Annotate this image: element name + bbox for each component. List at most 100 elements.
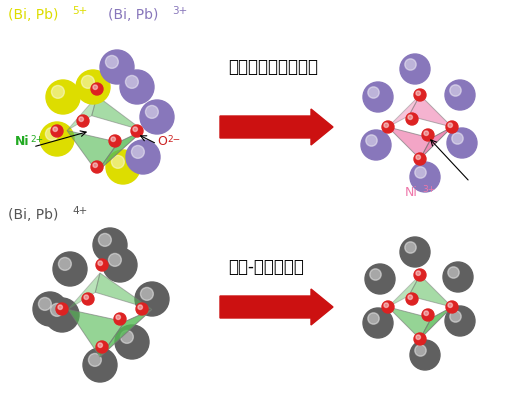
Circle shape [406, 114, 418, 126]
Circle shape [415, 167, 426, 179]
Circle shape [410, 163, 440, 193]
Circle shape [58, 305, 62, 310]
Circle shape [76, 71, 110, 105]
Circle shape [408, 116, 412, 120]
Text: O: O [157, 135, 167, 148]
Text: Ni: Ni [15, 135, 30, 148]
Circle shape [38, 298, 51, 310]
Text: 2+: 2+ [30, 135, 43, 144]
Circle shape [109, 136, 121, 148]
Circle shape [53, 128, 58, 132]
Polygon shape [420, 307, 452, 339]
Circle shape [45, 128, 58, 141]
Circle shape [100, 51, 134, 85]
Circle shape [132, 146, 145, 159]
Polygon shape [100, 310, 152, 357]
Polygon shape [67, 97, 97, 131]
Text: (Bi, Pb): (Bi, Pb) [8, 8, 58, 22]
Polygon shape [420, 128, 452, 160]
Circle shape [98, 343, 102, 348]
Circle shape [46, 81, 80, 115]
Circle shape [363, 83, 393, 113]
Circle shape [138, 305, 142, 310]
Circle shape [93, 164, 97, 168]
Circle shape [96, 259, 108, 271]
Polygon shape [388, 307, 431, 339]
Circle shape [77, 116, 89, 128]
Circle shape [40, 123, 74, 157]
Circle shape [82, 293, 94, 305]
Circle shape [408, 295, 412, 300]
Circle shape [106, 151, 140, 184]
Circle shape [98, 261, 102, 266]
Circle shape [109, 254, 121, 267]
Text: (Bi, Pb): (Bi, Pb) [8, 207, 58, 221]
Circle shape [414, 90, 426, 102]
Circle shape [114, 313, 126, 325]
Circle shape [50, 304, 63, 317]
Circle shape [136, 303, 148, 315]
Polygon shape [68, 273, 100, 310]
Circle shape [84, 295, 88, 300]
Text: 极性-非极性转换: 极性-非极性转换 [228, 257, 304, 275]
Circle shape [366, 135, 377, 147]
Circle shape [53, 252, 87, 286]
Circle shape [88, 353, 101, 366]
Circle shape [382, 122, 394, 134]
Circle shape [422, 309, 434, 321]
Circle shape [382, 301, 394, 313]
Circle shape [445, 306, 475, 336]
Circle shape [83, 348, 117, 382]
Circle shape [135, 282, 169, 316]
Circle shape [93, 86, 97, 90]
Circle shape [125, 76, 138, 89]
Circle shape [445, 81, 475, 111]
Circle shape [416, 92, 421, 96]
Text: 2−: 2− [167, 135, 180, 144]
FancyArrow shape [220, 289, 333, 325]
Polygon shape [409, 96, 452, 128]
Circle shape [58, 258, 71, 271]
Circle shape [140, 288, 153, 301]
Circle shape [98, 234, 111, 247]
Circle shape [365, 264, 395, 294]
Polygon shape [388, 96, 420, 128]
Circle shape [450, 85, 461, 97]
Circle shape [111, 156, 124, 169]
Circle shape [106, 56, 119, 69]
Text: 3+: 3+ [422, 184, 435, 193]
Circle shape [400, 237, 430, 267]
Circle shape [370, 269, 381, 281]
Polygon shape [67, 131, 119, 173]
Circle shape [410, 340, 440, 370]
Circle shape [140, 101, 174, 135]
Circle shape [56, 303, 68, 315]
Text: (Bi, Pb): (Bi, Pb) [108, 8, 159, 22]
Circle shape [448, 303, 452, 308]
Circle shape [45, 298, 79, 332]
Circle shape [384, 124, 388, 128]
Circle shape [452, 133, 463, 145]
Circle shape [414, 333, 426, 345]
Circle shape [82, 76, 94, 89]
FancyArrow shape [220, 110, 333, 146]
Circle shape [446, 301, 458, 313]
Circle shape [116, 315, 121, 320]
Circle shape [115, 325, 149, 359]
Circle shape [126, 141, 160, 175]
Circle shape [424, 311, 428, 316]
Polygon shape [388, 275, 420, 307]
Circle shape [368, 88, 379, 99]
Circle shape [91, 84, 103, 96]
Circle shape [133, 128, 137, 132]
Circle shape [146, 106, 159, 119]
Polygon shape [95, 273, 152, 310]
Polygon shape [409, 275, 452, 307]
Circle shape [368, 313, 379, 324]
Circle shape [447, 129, 477, 159]
Circle shape [131, 126, 143, 138]
Circle shape [446, 122, 458, 134]
Circle shape [406, 293, 418, 305]
Polygon shape [68, 310, 125, 357]
Circle shape [422, 130, 434, 142]
